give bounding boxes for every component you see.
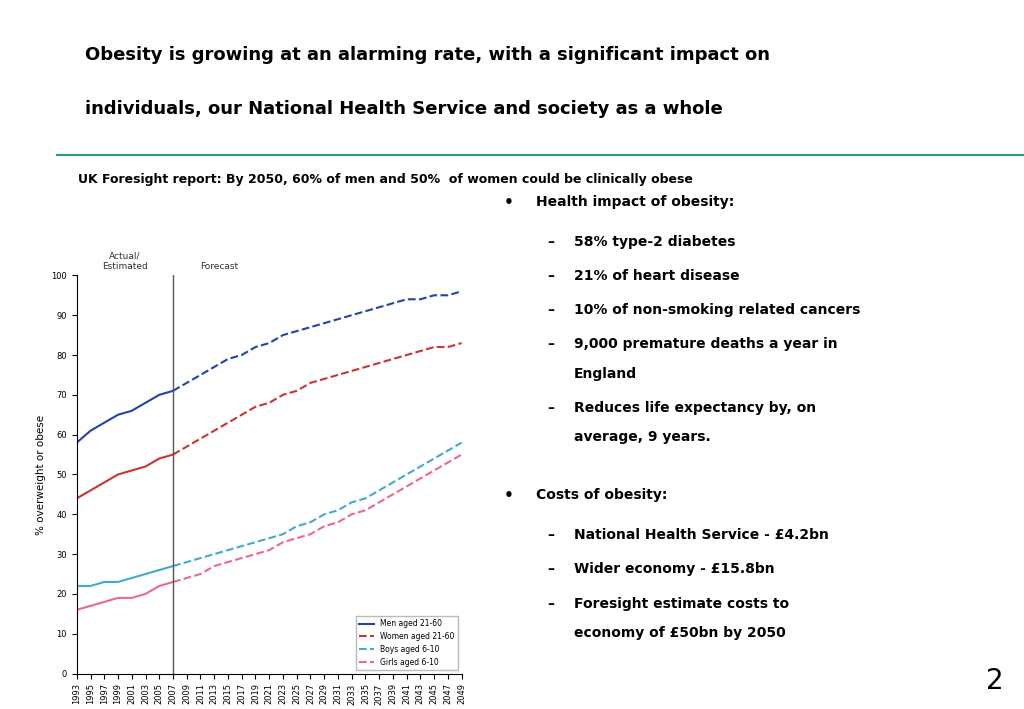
Text: 2: 2 bbox=[986, 667, 1004, 695]
Text: Foresight estimate costs to: Foresight estimate costs to bbox=[574, 596, 790, 610]
Text: economy of £50bn by 2050: economy of £50bn by 2050 bbox=[574, 625, 786, 640]
Legend: Men aged 21-60, Women aged 21-60, Boys aged 6-10, Girls aged 6-10: Men aged 21-60, Women aged 21-60, Boys a… bbox=[356, 616, 458, 670]
Text: –: – bbox=[547, 337, 554, 352]
Text: –: – bbox=[547, 562, 554, 576]
Text: –: – bbox=[547, 269, 554, 283]
Text: –: – bbox=[547, 235, 554, 249]
Text: Actual/
Estimated: Actual/ Estimated bbox=[102, 252, 147, 272]
Text: •: • bbox=[504, 195, 514, 210]
Text: UK Foresight report: By 2050, 60% of men and 50%  of women could be clinically o: UK Foresight report: By 2050, 60% of men… bbox=[78, 172, 692, 186]
Text: 58% type-2 diabetes: 58% type-2 diabetes bbox=[574, 235, 735, 249]
Text: 21% of heart disease: 21% of heart disease bbox=[574, 269, 740, 283]
Text: Health impact of obesity:: Health impact of obesity: bbox=[537, 195, 734, 208]
Text: individuals, our National Health Service and society as a whole: individuals, our National Health Service… bbox=[85, 100, 723, 118]
Text: Wider economy - £15.8bn: Wider economy - £15.8bn bbox=[574, 562, 775, 576]
Text: –: – bbox=[547, 596, 554, 610]
Text: average, 9 years.: average, 9 years. bbox=[574, 430, 711, 444]
Text: •: • bbox=[504, 488, 514, 503]
Text: England: England bbox=[574, 367, 637, 381]
Text: –: – bbox=[547, 528, 554, 542]
Text: Healthy Weight, Healthy Lives: Healthy Weight, Healthy Lives bbox=[20, 225, 36, 484]
Text: 10% of non-smoking related cancers: 10% of non-smoking related cancers bbox=[574, 303, 860, 317]
Y-axis label: % overweight or obese: % overweight or obese bbox=[36, 414, 46, 535]
Text: –: – bbox=[547, 303, 554, 317]
Text: 9,000 premature deaths a year in: 9,000 premature deaths a year in bbox=[574, 337, 838, 352]
Text: –: – bbox=[547, 401, 554, 415]
Text: Obesity is growing at an alarming rate, with a significant impact on: Obesity is growing at an alarming rate, … bbox=[85, 45, 770, 64]
Text: Reduces life expectancy by, on: Reduces life expectancy by, on bbox=[574, 401, 816, 415]
Text: Forecast: Forecast bbox=[201, 262, 239, 272]
Text: Costs of obesity:: Costs of obesity: bbox=[537, 488, 668, 502]
Text: National Health Service - £4.2bn: National Health Service - £4.2bn bbox=[574, 528, 829, 542]
